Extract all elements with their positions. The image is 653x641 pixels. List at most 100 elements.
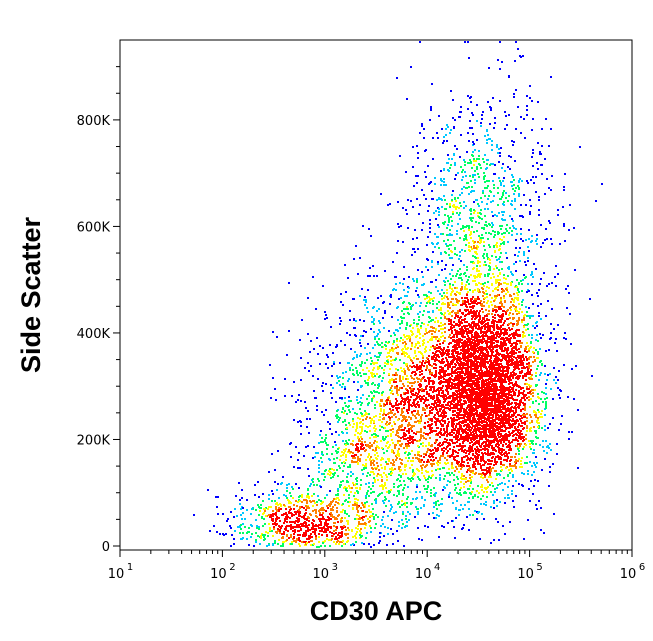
data-point	[463, 186, 465, 188]
data-point	[492, 467, 494, 469]
data-point	[338, 434, 340, 436]
data-point	[514, 160, 516, 162]
data-point	[435, 517, 437, 519]
data-point	[280, 545, 282, 547]
data-point	[563, 189, 565, 191]
data-point	[484, 195, 486, 197]
data-point	[368, 370, 370, 372]
data-point	[446, 472, 448, 474]
data-point	[361, 535, 363, 537]
data-point	[503, 295, 505, 297]
data-point	[506, 437, 508, 439]
data-point	[416, 237, 418, 239]
data-point	[473, 380, 475, 382]
data-point	[476, 230, 478, 232]
data-point	[449, 405, 451, 407]
data-point	[486, 358, 488, 360]
data-point	[373, 373, 375, 375]
data-point	[487, 281, 489, 283]
data-point	[403, 353, 405, 355]
data-point	[557, 324, 559, 326]
data-point	[425, 380, 427, 382]
data-point	[310, 340, 312, 342]
data-point	[481, 308, 483, 310]
data-point	[312, 505, 314, 507]
data-point	[305, 530, 307, 532]
data-point	[503, 441, 505, 443]
data-point	[371, 503, 373, 505]
data-point	[401, 317, 403, 319]
data-point	[477, 262, 479, 264]
data-point	[389, 368, 391, 370]
data-point	[379, 425, 381, 427]
data-point	[467, 450, 469, 452]
data-point	[404, 484, 406, 486]
data-point	[402, 383, 404, 385]
data-point	[478, 298, 480, 300]
data-point	[352, 457, 354, 459]
data-point	[430, 106, 432, 108]
data-point	[492, 97, 494, 99]
data-point	[474, 289, 476, 291]
data-point	[286, 354, 288, 356]
data-point	[382, 377, 384, 379]
data-point	[480, 369, 482, 371]
data-point	[420, 325, 422, 327]
data-point	[440, 184, 442, 186]
data-point	[356, 372, 358, 374]
data-point	[417, 269, 419, 271]
data-point	[348, 505, 350, 507]
data-point	[451, 375, 453, 377]
data-point	[339, 376, 341, 378]
data-point	[295, 446, 297, 448]
data-point	[355, 533, 357, 535]
data-point	[312, 276, 314, 278]
data-point	[516, 340, 518, 342]
data-point	[405, 473, 407, 475]
data-point	[508, 232, 510, 234]
data-point	[401, 429, 403, 431]
data-point	[380, 410, 382, 412]
data-point	[459, 317, 461, 319]
data-point	[355, 245, 357, 247]
data-point	[409, 387, 411, 389]
data-point	[471, 441, 473, 443]
data-point	[492, 200, 494, 202]
data-point	[533, 347, 535, 349]
data-point	[478, 235, 480, 237]
data-point	[494, 420, 496, 422]
data-point	[305, 499, 307, 501]
data-point	[422, 335, 424, 337]
data-point	[338, 514, 340, 516]
data-point	[270, 516, 272, 518]
data-point	[504, 300, 506, 302]
data-point	[398, 436, 400, 438]
data-point	[503, 322, 505, 324]
data-point	[512, 188, 514, 190]
data-point	[311, 536, 313, 538]
data-point	[506, 366, 508, 368]
data-point	[438, 536, 440, 538]
data-point	[521, 319, 523, 321]
data-point	[467, 301, 469, 303]
data-point	[518, 291, 520, 293]
data-point	[589, 298, 591, 300]
data-point	[525, 444, 527, 446]
data-point	[442, 442, 444, 444]
data-point	[300, 433, 302, 435]
data-point	[511, 343, 513, 345]
data-point	[403, 545, 405, 547]
data-point	[332, 516, 334, 518]
data-point	[402, 342, 404, 344]
data-point	[311, 495, 313, 497]
data-point	[321, 530, 323, 532]
data-point	[357, 432, 359, 434]
data-point	[456, 460, 458, 462]
data-point	[511, 140, 513, 142]
data-point	[395, 398, 397, 400]
data-point	[433, 416, 435, 418]
data-point	[401, 519, 403, 521]
data-point	[496, 334, 498, 336]
data-point	[421, 539, 423, 541]
data-point	[497, 152, 499, 154]
